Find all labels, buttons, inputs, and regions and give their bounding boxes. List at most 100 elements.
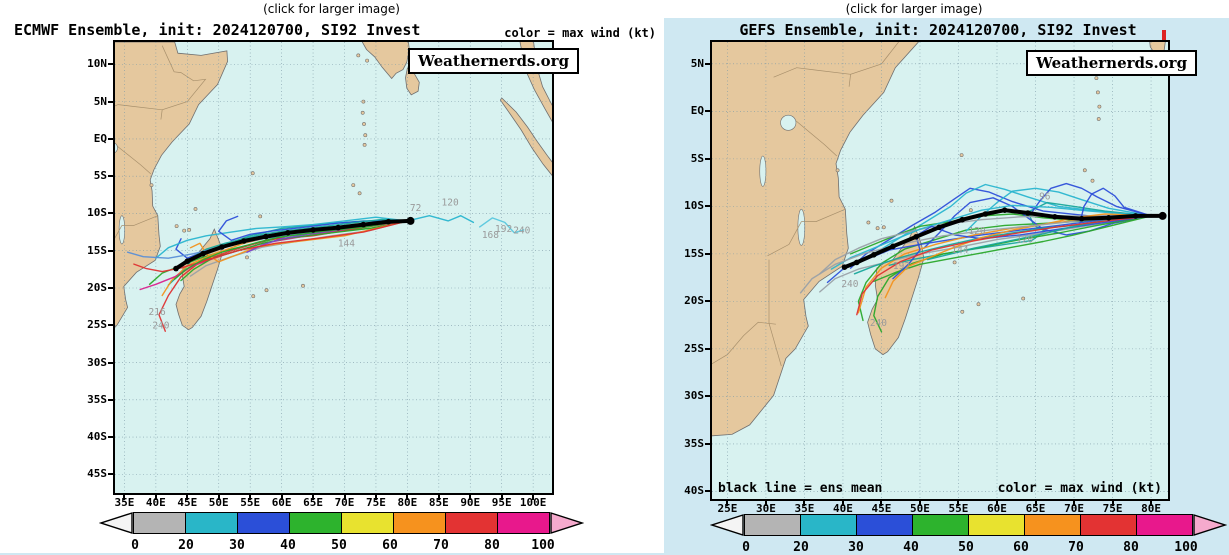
colorbar-tick-label: 60 (1013, 540, 1029, 555)
lon-tick-label: 55E (948, 502, 969, 515)
svg-text:192: 192 (495, 224, 512, 235)
gefs-enlarge-link[interactable]: (click for larger image) (845, 2, 983, 16)
lat-tick-label: 35S (87, 392, 107, 406)
lat-tick-label: 5S (93, 169, 107, 183)
colorbar-tick-label: 0 (742, 540, 750, 555)
colorbar-tick-label: 100 (1174, 540, 1198, 555)
colorbar-segment (856, 515, 912, 535)
lat-tick (705, 395, 710, 398)
colorbar-scale (133, 512, 550, 534)
ecmwf-enlarge-link[interactable]: (click for larger image) (263, 2, 400, 16)
lat-tick-label: EQ (690, 104, 704, 118)
weathernerds-watermark: Weathernerds.org (1026, 50, 1198, 76)
lat-tick (705, 442, 710, 445)
svg-text:168: 168 (482, 230, 499, 241)
colorbar-left-arrow (99, 512, 133, 534)
lon-tick (803, 501, 806, 506)
lon-tick (280, 495, 283, 500)
colorbar-segment (1136, 515, 1192, 535)
svg-text:240: 240 (513, 226, 530, 237)
colorbar-tick-label: 0 (131, 538, 139, 553)
colorbar-tick-label: 20 (793, 540, 809, 555)
lat-tick-label: 40S (684, 484, 704, 498)
lat-tick-label: 20S (684, 294, 704, 308)
lon-tick (343, 495, 346, 500)
lon-tick (249, 495, 252, 500)
lon-tick (726, 501, 729, 506)
lat-tick (108, 398, 113, 401)
lon-tick-label: 70E (1064, 502, 1084, 515)
lat-tick-label: 25S (87, 318, 107, 332)
colorbar-tick-label: 80 (1123, 540, 1139, 555)
lon-tick-label: 65E (1025, 502, 1046, 515)
gefs-ens-mean-note: black line = ens mean (718, 481, 883, 496)
lon-tick-label: 35E (114, 496, 135, 509)
lon-tick-label: 80E (397, 496, 418, 509)
colorbar-tick-label: 50 (958, 540, 974, 555)
colorbar-segment (1080, 515, 1136, 535)
lon-tick (374, 495, 377, 500)
lat-tick-label: 10S (87, 206, 107, 220)
colorbar-labels: 0 20 30 40 50 60 70 80 100 (742, 540, 1198, 555)
colorbar-tick-label: 70 (433, 538, 449, 553)
lon-tick-label: 80E (1141, 502, 1161, 515)
lon-tick-label: 75E (1102, 502, 1123, 515)
colorbar-segment (237, 513, 289, 533)
svg-text:120: 120 (968, 226, 985, 237)
lat-tick (108, 361, 113, 364)
colorbar-tick-label: 70 (1068, 540, 1084, 555)
colorbar-scale (744, 514, 1193, 536)
lon-tick-label: 60E (271, 496, 292, 509)
lat-tick (108, 324, 113, 327)
lat-tick-label: 30S (684, 389, 704, 403)
lon-tick-label: 95E (491, 496, 512, 509)
colorbar-labels: 0 20 30 40 50 60 70 80 100 (131, 538, 555, 553)
lon-tick (880, 501, 883, 506)
lon-tick (918, 501, 921, 506)
colorbar-tick-label: 30 (848, 540, 864, 555)
lat-tick (705, 110, 710, 113)
svg-text:120: 120 (442, 197, 459, 208)
ecmwf-map[interactable]: 72 120 168 192 240 144 216 240 Weathernerds.org (113, 40, 580, 495)
colorbar-segment (341, 513, 393, 533)
lat-tick-label: 35S (684, 436, 704, 450)
lon-tick-label: 25E (717, 502, 738, 515)
lat-tick (705, 62, 710, 65)
colorbar-segment (968, 515, 1024, 535)
lon-tick-label: 100E (519, 496, 547, 509)
red-marker (1162, 30, 1166, 44)
gefs-map[interactable]: 96 120 120 144 192 240 240 Weathernerds.org bl… (710, 40, 1198, 501)
lat-tick (705, 252, 710, 255)
colorbar-tick-label: 100 (531, 538, 555, 553)
lon-tick-label: 60E (987, 502, 1007, 515)
svg-text:192: 192 (893, 261, 910, 272)
lon-tick (1073, 501, 1076, 506)
svg-text:240: 240 (870, 318, 887, 329)
lat-tick (705, 490, 710, 493)
lon-tick (123, 495, 126, 500)
lat-tick (108, 175, 113, 178)
lat-tick-label: 20S (87, 281, 107, 294)
colorbar-segment (393, 513, 445, 533)
lon-tick (469, 495, 472, 500)
lon-tick-label: 30E (755, 502, 776, 515)
lat-tick-label: 45S (87, 467, 107, 481)
lat-tick-label: EQ (93, 131, 107, 145)
lon-tick (532, 495, 535, 500)
lat-tick (108, 287, 113, 289)
lon-tick (1111, 501, 1114, 506)
lon-tick (957, 501, 960, 506)
colorbar-segment (745, 515, 800, 535)
colorbar-left-arrow (710, 514, 744, 536)
gefs-color-legend-note: color = max wind (kt) (997, 481, 1162, 496)
lon-tick (186, 495, 189, 500)
colorbar-segment (185, 513, 237, 533)
gefs-colorbar: 0 20 30 40 50 60 70 80 100 (710, 514, 1227, 555)
lon-tick-label: 45E (177, 496, 198, 509)
lat-tick (705, 300, 710, 303)
lon-tick (1150, 501, 1153, 506)
colorbar-tick-label: 30 (229, 538, 245, 553)
lon-tick (1034, 501, 1037, 506)
